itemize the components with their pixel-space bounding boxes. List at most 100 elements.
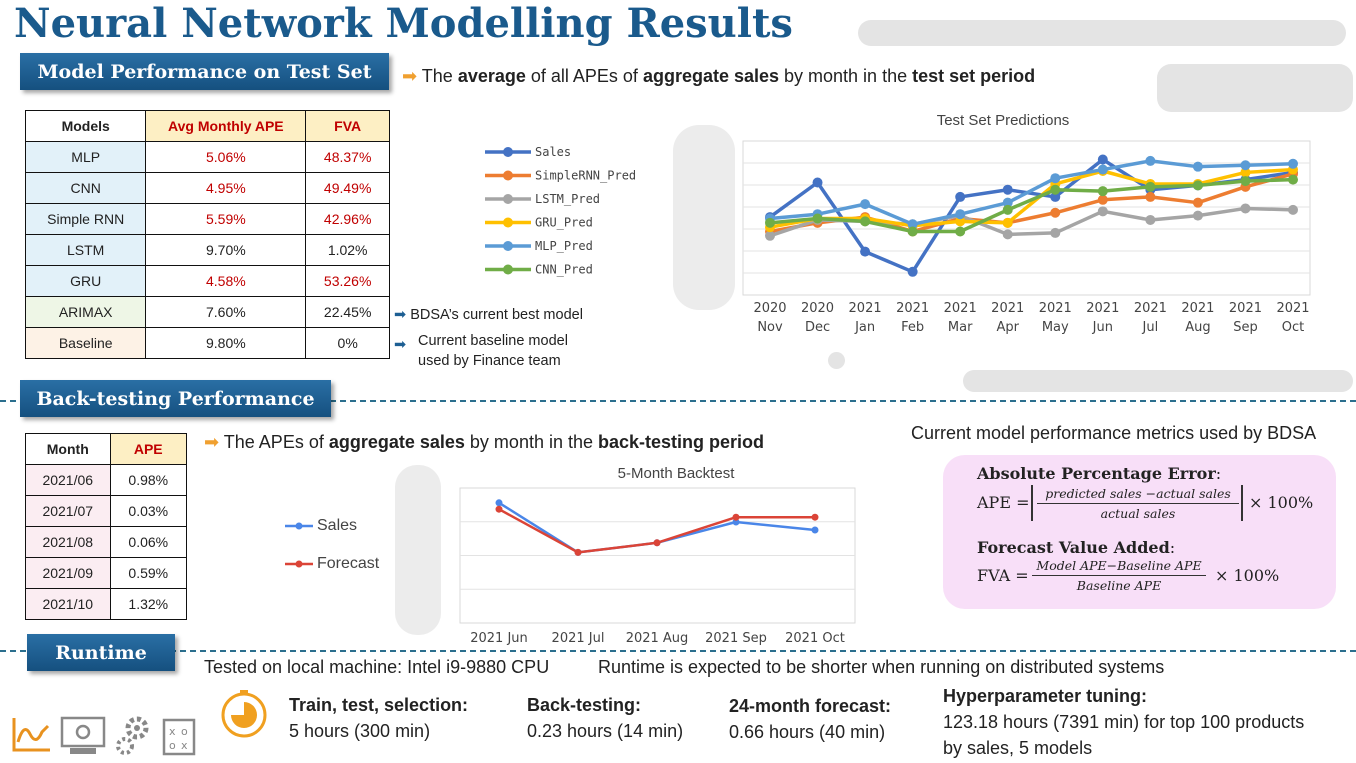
svg-text:x: x [169,725,176,738]
runtime-label: 24-month forecast: [729,696,892,716]
x-tick-label: 2021 [1276,301,1309,316]
svg-text:o: o [181,725,188,738]
chart-title: Test Set Predictions [937,112,1070,129]
x-tick-label: 2021 Aug [626,631,689,646]
legend-label: SimpleRNN_Pred [535,169,636,183]
runtime-value: 5 hours (300 min) [289,721,431,741]
table-header: Month [25,433,111,465]
month-cell: 2021/07 [25,495,111,527]
arrow-right-icon: ➡ [402,66,418,86]
legend-marker [503,147,513,157]
data-point [811,526,819,534]
redacted-area [673,125,735,310]
legend-label: Sales [317,517,357,534]
note-arimax: ➡ BDSA’s current best model [394,307,583,323]
data-point [1192,197,1203,208]
fva-value: 0% [305,327,390,359]
line-chart-icon [12,718,50,752]
month-cell: 2021/06 [25,464,111,496]
data-point [1097,164,1108,175]
x-tick-label: 2021 Jun [470,631,528,646]
fva-lhs: FVA = [977,566,1029,585]
x-tick-label: Sep [1233,320,1258,335]
x-tick-label: 2021 [1134,301,1167,316]
redacted-area [1157,64,1353,112]
ape-value: 5.06% [145,141,307,173]
x-tick-label: Apr [996,320,1019,335]
data-point [1145,191,1156,202]
data-point [1145,214,1156,225]
data-point [495,505,503,513]
legend-marker [503,241,513,251]
series-line-CNN_Pred [769,177,1294,234]
data-point [1192,161,1203,172]
data-point [1097,154,1108,165]
model-name: GRU [24,265,147,297]
ape-value: 9.80% [145,327,307,359]
data-point [811,513,819,521]
series-line-MLP_Pred [769,159,1294,227]
data-point [955,209,966,220]
section-banner-runtime: Runtime [27,634,175,671]
x-tick-label: Mar [948,320,973,335]
ape-value: 0.98% [109,464,188,496]
data-point [1145,155,1156,166]
data-point [1002,197,1013,208]
runtime-label: Hyperparameter tuning: [943,686,1148,706]
runtime-value: by sales, 5 models [943,738,1093,758]
test-description: ➡ The average of all APEs of aggregate s… [402,66,1036,86]
formula-box: Absolute Percentage Error: APE = predict… [943,455,1336,609]
model-name: Simple RNN [24,203,147,235]
data-point [653,539,661,547]
legend-label: GRU_Pred [535,216,593,230]
x-tick-label: 2021 Jul [552,631,605,646]
data-point [955,226,966,237]
x-tick-label: 2020 [753,301,786,316]
x-tick-label: Feb [901,320,924,335]
model-name: MLP [24,141,147,173]
ape-title: Absolute Percentage Error: [977,464,1222,483]
data-point [1288,204,1298,215]
data-point [1002,217,1013,228]
data-point [1145,181,1156,192]
fva-value: 53.26% [305,265,390,297]
data-point [1097,186,1108,197]
legend-label: Forecast [317,555,380,572]
data-point [1050,227,1061,238]
ape-rhs: × 100% [1249,493,1314,512]
data-point [955,216,966,227]
fva-rhs: × 100% [1215,566,1280,585]
model-name: LSTM [24,234,147,266]
fva-value: 22.45% [305,296,390,328]
redacted-dot [828,352,845,369]
data-point [1192,180,1203,191]
fva-value: 42.96% [305,203,390,235]
data-point [1002,204,1013,215]
data-point [860,199,871,210]
fraction-line [1037,503,1239,504]
month-cell: 2021/10 [25,588,111,620]
ape-value: 0.59% [109,557,188,589]
data-point [1097,194,1108,205]
data-point [907,226,918,237]
data-point [955,191,966,202]
data-point [1288,174,1298,185]
data-point [765,217,775,228]
data-point [1002,229,1013,240]
x-tick-label: Jun [1092,320,1113,335]
x-tick-label: 2021 Sep [705,631,767,646]
data-point [765,230,775,241]
ape-value: 9.70% [145,234,307,266]
arrow-right-icon: ➡ [394,307,407,323]
ape-value: 0.06% [109,526,188,558]
test-set-chart: Test Set Predictions 2020 Nov 2020 Dec 2021 Ja… [485,112,1311,335]
data-point [732,513,740,521]
metrics-heading: Current model performance metrics used b… [911,423,1317,443]
ape-value: 1.32% [109,588,188,620]
fva-value: 48.37% [305,141,390,173]
table-row: Baseline 9.80% 0% [24,327,390,359]
backtest-description: ➡ The APEs of aggregate sales by month i… [204,432,765,452]
redacted-area [395,465,441,635]
data-point [1050,184,1061,195]
strategy-board-icon: x o o x [162,718,196,756]
